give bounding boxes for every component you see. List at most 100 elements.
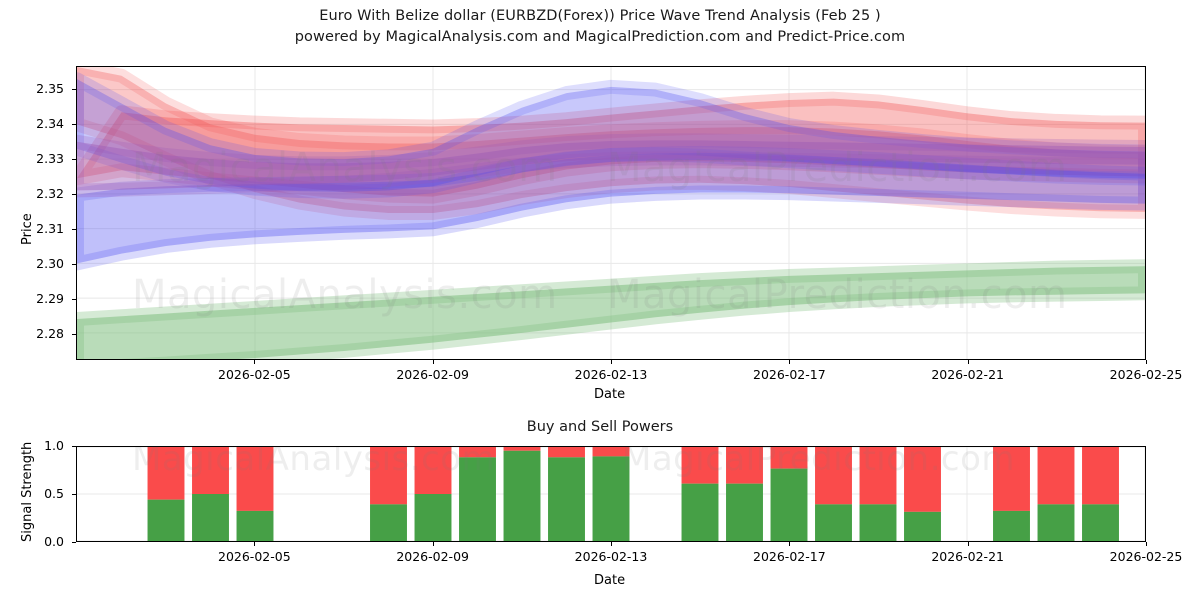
price-band-blue-lower-band — [77, 145, 1145, 271]
signal-x-axis-title: Date — [594, 573, 626, 588]
sell-power-segment — [236, 447, 274, 511]
price-y-tick: 2.30 — [36, 255, 64, 271]
buy-power-segment — [548, 457, 585, 541]
price-y-tickmark — [72, 123, 76, 125]
sell-power-segment — [1037, 447, 1075, 505]
signal-bar[interactable] — [192, 447, 229, 541]
signal-bar[interactable] — [503, 447, 541, 541]
signal-x-tick: 2026-02-17 — [753, 549, 826, 564]
buy-power-segment — [147, 499, 185, 541]
buy-sell-bars — [77, 447, 1145, 541]
price-x-tickmark — [611, 360, 612, 364]
signal-x-tick: 2026-02-09 — [396, 549, 469, 564]
sell-power-segment — [592, 447, 630, 457]
signal-bar[interactable] — [681, 447, 719, 541]
signal-y-axis-title: Signal Strength — [20, 441, 35, 542]
signal-bar[interactable] — [859, 447, 897, 541]
signal-y-tickmark — [72, 494, 76, 495]
signal-bar[interactable] — [904, 447, 941, 541]
chart-title-block: Euro With Belize dollar (EURBZD(Forex)) … — [0, 6, 1200, 48]
signal-bar[interactable] — [770, 447, 808, 541]
signal-bar[interactable] — [459, 447, 496, 541]
signal-x-tick: 2026-02-21 — [931, 549, 1004, 564]
buy-power-segment — [192, 494, 229, 541]
buy-power-segment — [726, 483, 763, 541]
signal-bar[interactable] — [726, 447, 763, 541]
price-y-tickmark — [72, 228, 76, 230]
signal-chart-plot-area: MagicalAnalysis.com MagicalPrediction.co… — [76, 446, 1146, 542]
signal-y-tickmark — [72, 542, 76, 543]
signal-bar[interactable] — [370, 447, 407, 541]
buy-power-segment — [815, 504, 852, 541]
sell-power-segment — [904, 447, 941, 512]
buy-power-segment — [370, 504, 407, 541]
page-subtitle: powered by MagicalAnalysis.com and Magic… — [294, 29, 906, 45]
price-x-tickmark — [432, 360, 434, 364]
price-x-tick: 2026-02-17 — [753, 367, 826, 382]
price-y-tick: 2.29 — [36, 290, 64, 306]
sell-power-segment — [726, 447, 763, 484]
sell-power-segment — [147, 447, 185, 500]
signal-bar[interactable] — [592, 447, 630, 541]
signal-y-tickmark — [72, 446, 76, 447]
signal-bar[interactable] — [815, 447, 852, 541]
sell-power-segment — [192, 447, 229, 494]
sell-power-segment — [414, 447, 452, 494]
sell-power-segment — [770, 447, 808, 469]
price-x-tick: 2026-02-09 — [396, 367, 469, 382]
price-wave-bands — [77, 67, 1145, 359]
signal-x-tickmark — [967, 542, 969, 546]
price-chart-plot-area: MagicalAnalysis.com MagicalPrediction.co… — [76, 66, 1146, 360]
price-x-tickmark — [789, 360, 791, 364]
price-x-tick: 2026-02-13 — [574, 367, 648, 382]
sell-power-segment — [503, 447, 541, 451]
buy-power-segment — [681, 483, 719, 541]
buy-power-segment — [859, 504, 897, 541]
signal-x-tickmark — [1146, 542, 1147, 546]
price-x-tick: 2026-02-25 — [1109, 367, 1183, 382]
buy-power-segment — [1037, 504, 1075, 541]
buy-power-segment — [904, 511, 941, 541]
price-y-tick: 2.34 — [36, 115, 64, 131]
price-y-tick: 2.28 — [36, 325, 64, 341]
price-x-axis-title: Date — [594, 387, 626, 402]
buy-power-segment — [236, 510, 274, 541]
sell-power-segment — [548, 447, 585, 458]
sell-power-segment — [815, 447, 852, 505]
buy-power-segment — [993, 510, 1030, 541]
price-x-tickmark — [967, 360, 969, 364]
buy-power-segment — [414, 494, 452, 541]
price-y-tick: 2.35 — [36, 80, 64, 96]
price-y-axis-title: Price — [20, 213, 35, 245]
price-y-tickmark — [72, 88, 76, 90]
buy-power-segment — [1082, 504, 1119, 541]
buy-power-segment — [459, 457, 496, 541]
sell-power-segment — [459, 447, 496, 458]
price-y-tickmark — [72, 333, 76, 335]
signal-x-tickmark — [254, 542, 256, 546]
signal-bar[interactable] — [147, 447, 185, 541]
signal-y-tick: 1.0 — [44, 438, 64, 453]
signal-x-tickmark — [432, 542, 434, 546]
sell-power-segment — [681, 447, 719, 484]
price-band-purple-core-band — [77, 133, 1145, 198]
buy-power-segment — [770, 468, 808, 541]
signal-bar[interactable] — [414, 447, 452, 541]
sell-power-segment — [1082, 447, 1119, 505]
price-y-tickmark — [72, 193, 76, 195]
signal-bar[interactable] — [236, 447, 274, 541]
price-x-tickmark — [1146, 360, 1147, 364]
signal-bar[interactable] — [1037, 447, 1075, 541]
signal-x-tick: 2026-02-25 — [1109, 549, 1183, 564]
signal-y-tick: 0.0 — [44, 534, 64, 549]
sell-power-segment — [370, 447, 407, 505]
signal-bar[interactable] — [993, 447, 1030, 541]
signal-x-tick: 2026-02-13 — [574, 549, 648, 564]
signal-y-tick: 0.5 — [44, 486, 64, 501]
price-band-green-support-band — [77, 259, 1145, 359]
signal-bar[interactable] — [548, 447, 585, 541]
buy-power-segment — [592, 456, 630, 541]
price-x-tick: 2026-02-05 — [218, 367, 291, 382]
signal-bar[interactable] — [1082, 447, 1119, 541]
